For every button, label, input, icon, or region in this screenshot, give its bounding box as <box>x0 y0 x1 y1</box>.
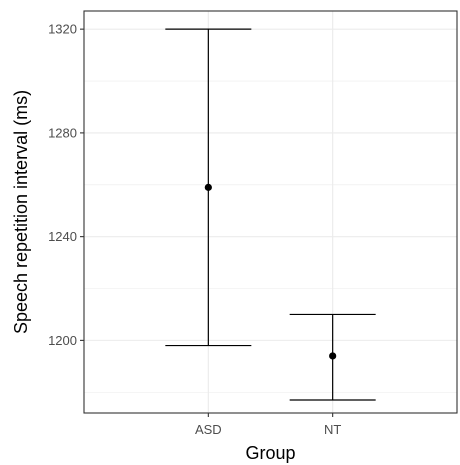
x-tick-label: ASD <box>195 422 222 437</box>
mean-point-asd <box>204 183 212 191</box>
y-tick-label: 1240 <box>48 229 77 244</box>
x-axis-title: Group <box>245 443 295 463</box>
y-tick-label: 1320 <box>48 22 77 37</box>
error-bars <box>165 28 376 401</box>
x-axis-ticks: ASD NT <box>195 413 341 437</box>
y-axis-title: Speech repetition interval (ms) <box>11 90 31 334</box>
grid-lines <box>84 11 457 413</box>
mean-point-nt <box>329 352 337 360</box>
plot-background <box>84 11 457 413</box>
plot-frame <box>83 10 458 414</box>
y-tick-label: 1200 <box>48 333 77 348</box>
x-tick-label: NT <box>324 422 341 437</box>
y-axis-ticks: 1200 1240 1280 1320 <box>48 22 84 348</box>
y-tick-label: 1280 <box>48 125 77 140</box>
